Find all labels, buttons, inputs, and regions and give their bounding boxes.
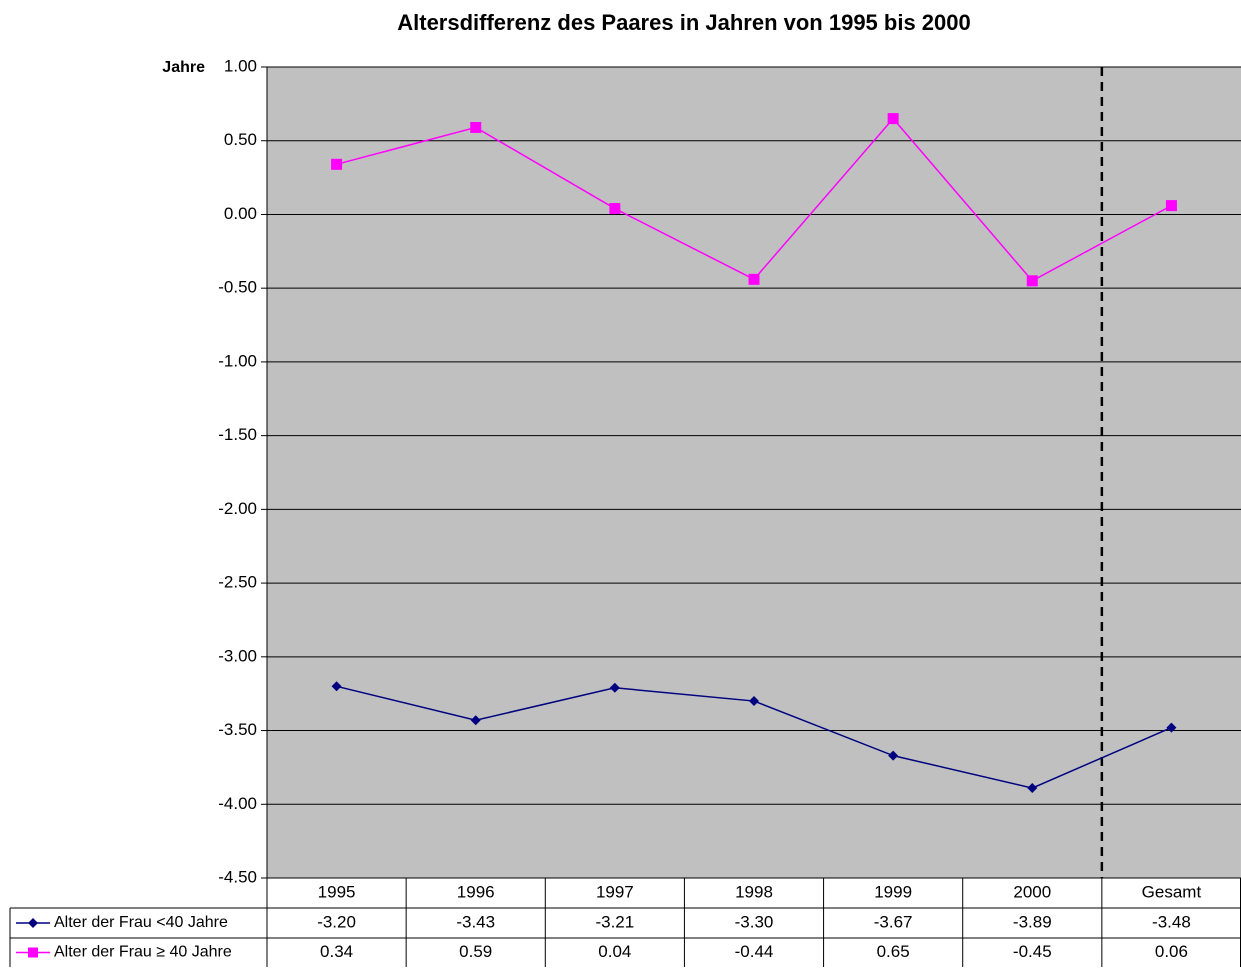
table-value: -3.30 [735, 912, 774, 931]
chart-title: Altersdifferenz des Paares in Jahren von… [397, 10, 971, 35]
x-tick-label: 1999 [874, 882, 912, 901]
x-tick-label: 1997 [596, 882, 634, 901]
point [609, 682, 620, 693]
x-tick-label: 2000 [1013, 882, 1051, 901]
plot-area [267, 67, 1241, 878]
point [1166, 722, 1177, 733]
y-tick-label: -3.00 [218, 646, 257, 665]
table-value: -0.45 [1013, 942, 1052, 961]
legend-marker [28, 918, 38, 928]
table-value: 0.65 [877, 942, 910, 961]
table-value: 0.34 [320, 942, 353, 961]
point [887, 113, 899, 125]
x-tick-label: 1998 [735, 882, 773, 901]
point [470, 715, 481, 726]
point [470, 121, 482, 133]
y-tick-label: -3.50 [218, 720, 257, 739]
point [749, 696, 759, 707]
point [331, 158, 343, 170]
y-tick-label: 0.50 [224, 130, 257, 149]
table-value: -3.20 [317, 912, 356, 931]
y-tick-label: -1.50 [218, 425, 257, 444]
table-value: -3.48 [1152, 912, 1191, 931]
x-tick-label: 1995 [318, 882, 356, 901]
point [888, 750, 899, 761]
y-tick-label: -4.00 [218, 794, 257, 813]
point [331, 681, 342, 692]
point [1026, 275, 1038, 287]
x-tick-label: Gesamt [1142, 882, 1202, 901]
y-axis-label: Jahre [162, 59, 205, 76]
table-value: -3.43 [456, 912, 495, 931]
legend-marker [28, 947, 38, 958]
table-value: -3.21 [595, 912, 634, 931]
table-value: 0.04 [598, 942, 631, 961]
table-value: -3.67 [874, 912, 913, 931]
y-tick-label: 1.00 [224, 56, 257, 75]
y-tick-label: -1.00 [218, 351, 257, 370]
legend-label: Alter der Frau <40 Jahre [54, 914, 228, 931]
point [1027, 783, 1038, 794]
table-value: -3.89 [1013, 912, 1052, 931]
table-value: -0.44 [735, 942, 774, 961]
y-tick-label: -4.50 [218, 867, 257, 886]
y-tick-label: -2.50 [218, 573, 257, 592]
table-value: 0.06 [1155, 942, 1188, 961]
point [1165, 200, 1177, 212]
point [748, 273, 760, 285]
table-value: 0.59 [459, 942, 492, 961]
y-tick-label: -0.50 [218, 278, 257, 297]
y-tick-label: 0.00 [224, 204, 257, 223]
point [609, 203, 621, 215]
x-tick-label: 1996 [457, 882, 495, 901]
y-tick-label: -2.00 [218, 499, 257, 518]
legend-label: Alter der Frau ≥ 40 Jahre [54, 944, 232, 961]
